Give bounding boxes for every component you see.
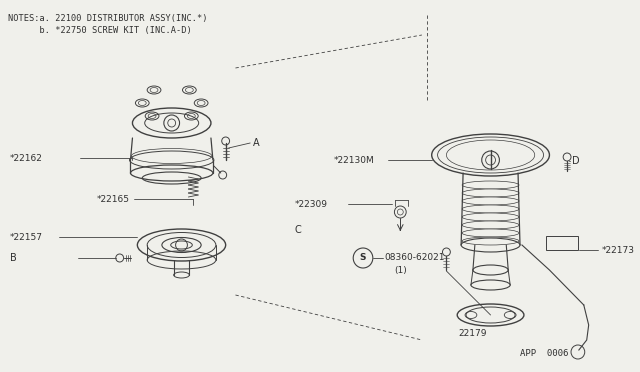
Text: *22130M: *22130M [333, 155, 374, 164]
Text: *22157: *22157 [10, 232, 43, 241]
Text: D: D [572, 156, 580, 166]
Text: A: A [253, 138, 260, 148]
Text: *22173: *22173 [602, 246, 634, 254]
Ellipse shape [462, 229, 519, 237]
Text: 08360-62021: 08360-62021 [385, 253, 445, 263]
Text: *22309: *22309 [294, 199, 327, 208]
Ellipse shape [462, 197, 519, 205]
Ellipse shape [462, 189, 519, 197]
Text: NOTES:a. 22100 DISTRIBUTOR ASSY(INC.*): NOTES:a. 22100 DISTRIBUTOR ASSY(INC.*) [8, 14, 207, 23]
Ellipse shape [462, 181, 519, 189]
Ellipse shape [462, 213, 519, 221]
Text: S: S [360, 253, 366, 263]
Text: (1): (1) [394, 266, 407, 275]
Ellipse shape [462, 205, 519, 213]
Text: C: C [294, 225, 301, 235]
FancyBboxPatch shape [547, 236, 578, 250]
Ellipse shape [462, 221, 519, 229]
Text: 22179: 22179 [459, 328, 487, 337]
Text: *22165: *22165 [97, 195, 129, 203]
Ellipse shape [462, 237, 519, 245]
Text: APP  0006: APP 0006 [520, 349, 568, 358]
Text: *22162: *22162 [10, 154, 43, 163]
Text: B: B [10, 253, 17, 263]
Text: b. *22750 SCREW KIT (INC.A-D): b. *22750 SCREW KIT (INC.A-D) [8, 26, 191, 35]
